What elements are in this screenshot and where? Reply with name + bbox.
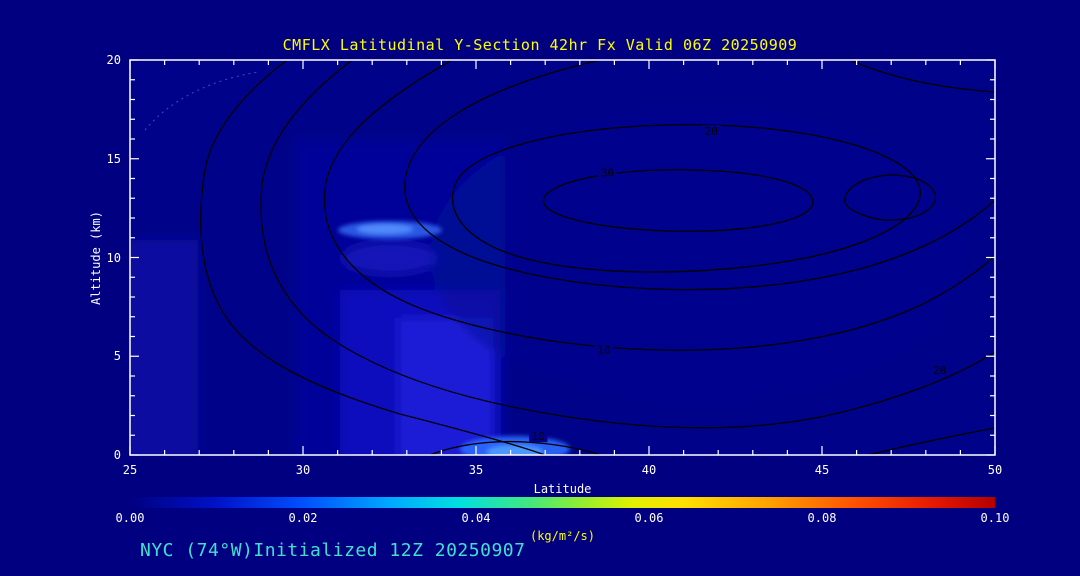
x-tick-label: 30: [295, 463, 311, 477]
y-tick-label: 15: [106, 151, 121, 166]
contour-label-mask: [930, 364, 949, 377]
y-tick-label: 5: [113, 349, 121, 364]
contour-label: 10: [532, 430, 545, 443]
x-tick-label: 45: [814, 463, 830, 477]
contour-line: [429, 440, 601, 455]
colorbar-tick-label: 0.04: [461, 511, 491, 525]
contour-label: 10: [597, 343, 610, 356]
contour-line: [844, 174, 937, 221]
contour-label-mask: [598, 166, 617, 179]
contour-line: [542, 169, 814, 232]
filled-contour-region: [430, 105, 970, 405]
x-tick-label: 50: [987, 463, 1003, 477]
filled-contour-regions: [130, 105, 970, 455]
chart-title: CMFLX Latitudinal Y-Section 42hr Fx Vali…: [282, 36, 798, 54]
contour-lines: [144, 60, 995, 455]
colorbar-unit-label: (kg/m²/s): [529, 529, 596, 543]
colorbar-tick-label: 0.10: [980, 511, 1010, 525]
contour-line: [260, 60, 995, 429]
contour-label-mask: [529, 430, 548, 443]
contour-label: 20: [705, 125, 718, 138]
filled-contour-region: [398, 318, 493, 455]
filled-contour-region: [130, 240, 198, 455]
flux-maximum-patch: [357, 224, 413, 234]
contour-label: 20: [933, 364, 946, 377]
contour-label: 30: [601, 167, 614, 180]
run-info-label: NYC (74°W)Initialized 12Z 20250907: [140, 540, 526, 561]
plot-frame: [129, 59, 996, 456]
contour-label-mask: [594, 343, 614, 356]
x-tick-label: 35: [468, 463, 484, 477]
axis-ticks: [129, 59, 996, 456]
y-tick-label: 10: [106, 250, 121, 265]
contour-line: [867, 427, 995, 455]
contour-labels: 30 20 20 10 10: [529, 125, 949, 443]
contour-line: [849, 60, 995, 93]
flux-maximum-patch: [487, 445, 543, 455]
colorbar-tick-label: 0.08: [807, 511, 837, 525]
contour-line: [451, 124, 921, 273]
y-tick-label: 0: [113, 448, 121, 462]
colorbar-tick-label: 0.02: [288, 511, 318, 525]
x-tick-label: 40: [641, 463, 657, 477]
filled-contour-region: [342, 242, 438, 274]
colorbar-gradient: [130, 497, 995, 508]
y-tick-label: 20: [106, 53, 121, 67]
contour-line: [404, 60, 995, 291]
colorbar-tick-label: 0.06: [634, 511, 664, 525]
x-axis-title: Latitude: [533, 482, 592, 496]
contour-line: [200, 60, 546, 455]
contour-line: [323, 60, 995, 351]
x-tick-label: 25: [122, 463, 138, 477]
colorbar: [130, 497, 995, 508]
contour-line-dashed: [144, 71, 259, 131]
colorbar-tick-label: 0.00: [115, 511, 145, 525]
contour-label-mask: [702, 125, 721, 138]
